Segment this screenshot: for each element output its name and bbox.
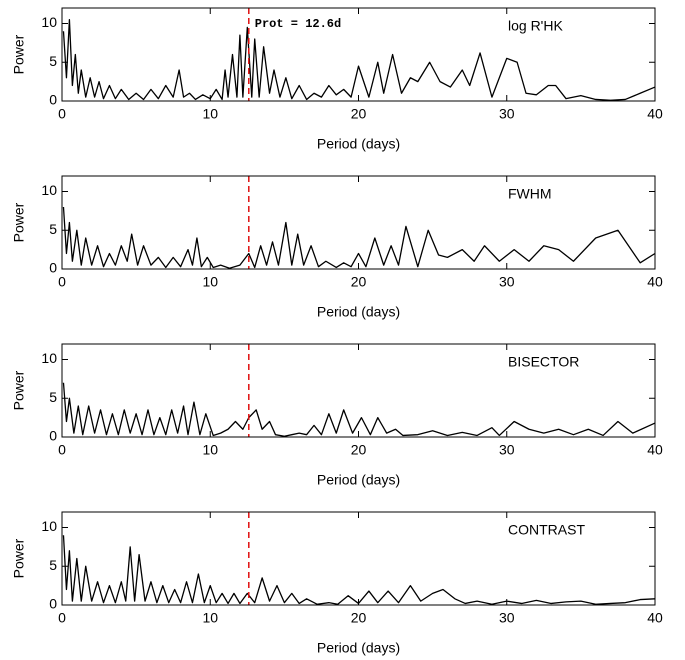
plot-frame <box>61 7 656 102</box>
y-tick-label: 10 <box>41 350 57 366</box>
y-tick-label: 0 <box>49 428 57 444</box>
y-tick-label: 5 <box>49 557 57 573</box>
x-tick-label: 30 <box>499 610 515 626</box>
x-tick-label: 40 <box>647 106 663 122</box>
x-axis-label: Period (days) <box>317 472 400 488</box>
panel: 0 10 20 30 40 0 5 10 Period (days) Power log R'HK P… <box>11 7 663 152</box>
x-tick-label: 40 <box>647 442 663 458</box>
x-tick-label: 0 <box>58 610 66 626</box>
panel: 0 10 20 30 40 0 5 10 Period (days) Power BISECTOR <box>11 343 663 488</box>
y-tick-label: 0 <box>49 596 57 612</box>
y-tick-label: 0 <box>49 92 57 108</box>
y-axis-label: Power <box>11 34 27 74</box>
x-tick-label: 0 <box>58 442 66 458</box>
x-tick-label: 20 <box>351 106 367 122</box>
x-tick-label: 20 <box>351 610 367 626</box>
y-tick-label: 10 <box>41 14 57 30</box>
power-curve <box>62 18 656 101</box>
power-curve <box>62 535 656 605</box>
y-tick-label: 5 <box>49 53 57 69</box>
x-tick-label: 10 <box>202 274 218 290</box>
panel-label: FWHM <box>508 186 552 202</box>
y-tick-label: 0 <box>49 260 57 276</box>
x-tick-label: 30 <box>499 274 515 290</box>
x-tick-label: 0 <box>58 106 66 122</box>
y-tick-label: 10 <box>41 182 57 198</box>
x-tick-label: 30 <box>499 442 515 458</box>
y-axis-label: Power <box>11 538 27 578</box>
panel-label: BISECTOR <box>508 354 579 370</box>
x-axis-label: Period (days) <box>317 136 400 152</box>
x-axis-label: Period (days) <box>317 640 400 656</box>
period-annotation: Prot = 12.6d <box>255 17 341 31</box>
panel-label: log R'HK <box>508 18 563 34</box>
x-tick-label: 40 <box>647 610 663 626</box>
x-tick-label: 10 <box>202 106 218 122</box>
panel: 0 10 20 30 40 0 5 10 Period (days) Power CONTRAST <box>11 511 663 656</box>
power-curve <box>62 382 656 437</box>
y-axis-label: Power <box>11 370 27 410</box>
x-tick-label: 40 <box>647 274 663 290</box>
x-tick-label: 0 <box>58 274 66 290</box>
y-tick-label: 10 <box>41 518 57 534</box>
y-axis-label: Power <box>11 202 27 242</box>
x-axis-label: Period (days) <box>317 304 400 320</box>
x-tick-label: 20 <box>351 274 367 290</box>
x-tick-label: 30 <box>499 106 515 122</box>
y-tick-label: 5 <box>49 389 57 405</box>
power-curve <box>62 206 656 269</box>
y-tick-label: 5 <box>49 221 57 237</box>
x-tick-label: 10 <box>202 442 218 458</box>
panel: 0 10 20 30 40 0 5 10 Period (days) Power FWHM <box>11 175 663 320</box>
x-tick-label: 10 <box>202 610 218 626</box>
panel-label: CONTRAST <box>508 522 585 538</box>
x-tick-label: 20 <box>351 442 367 458</box>
